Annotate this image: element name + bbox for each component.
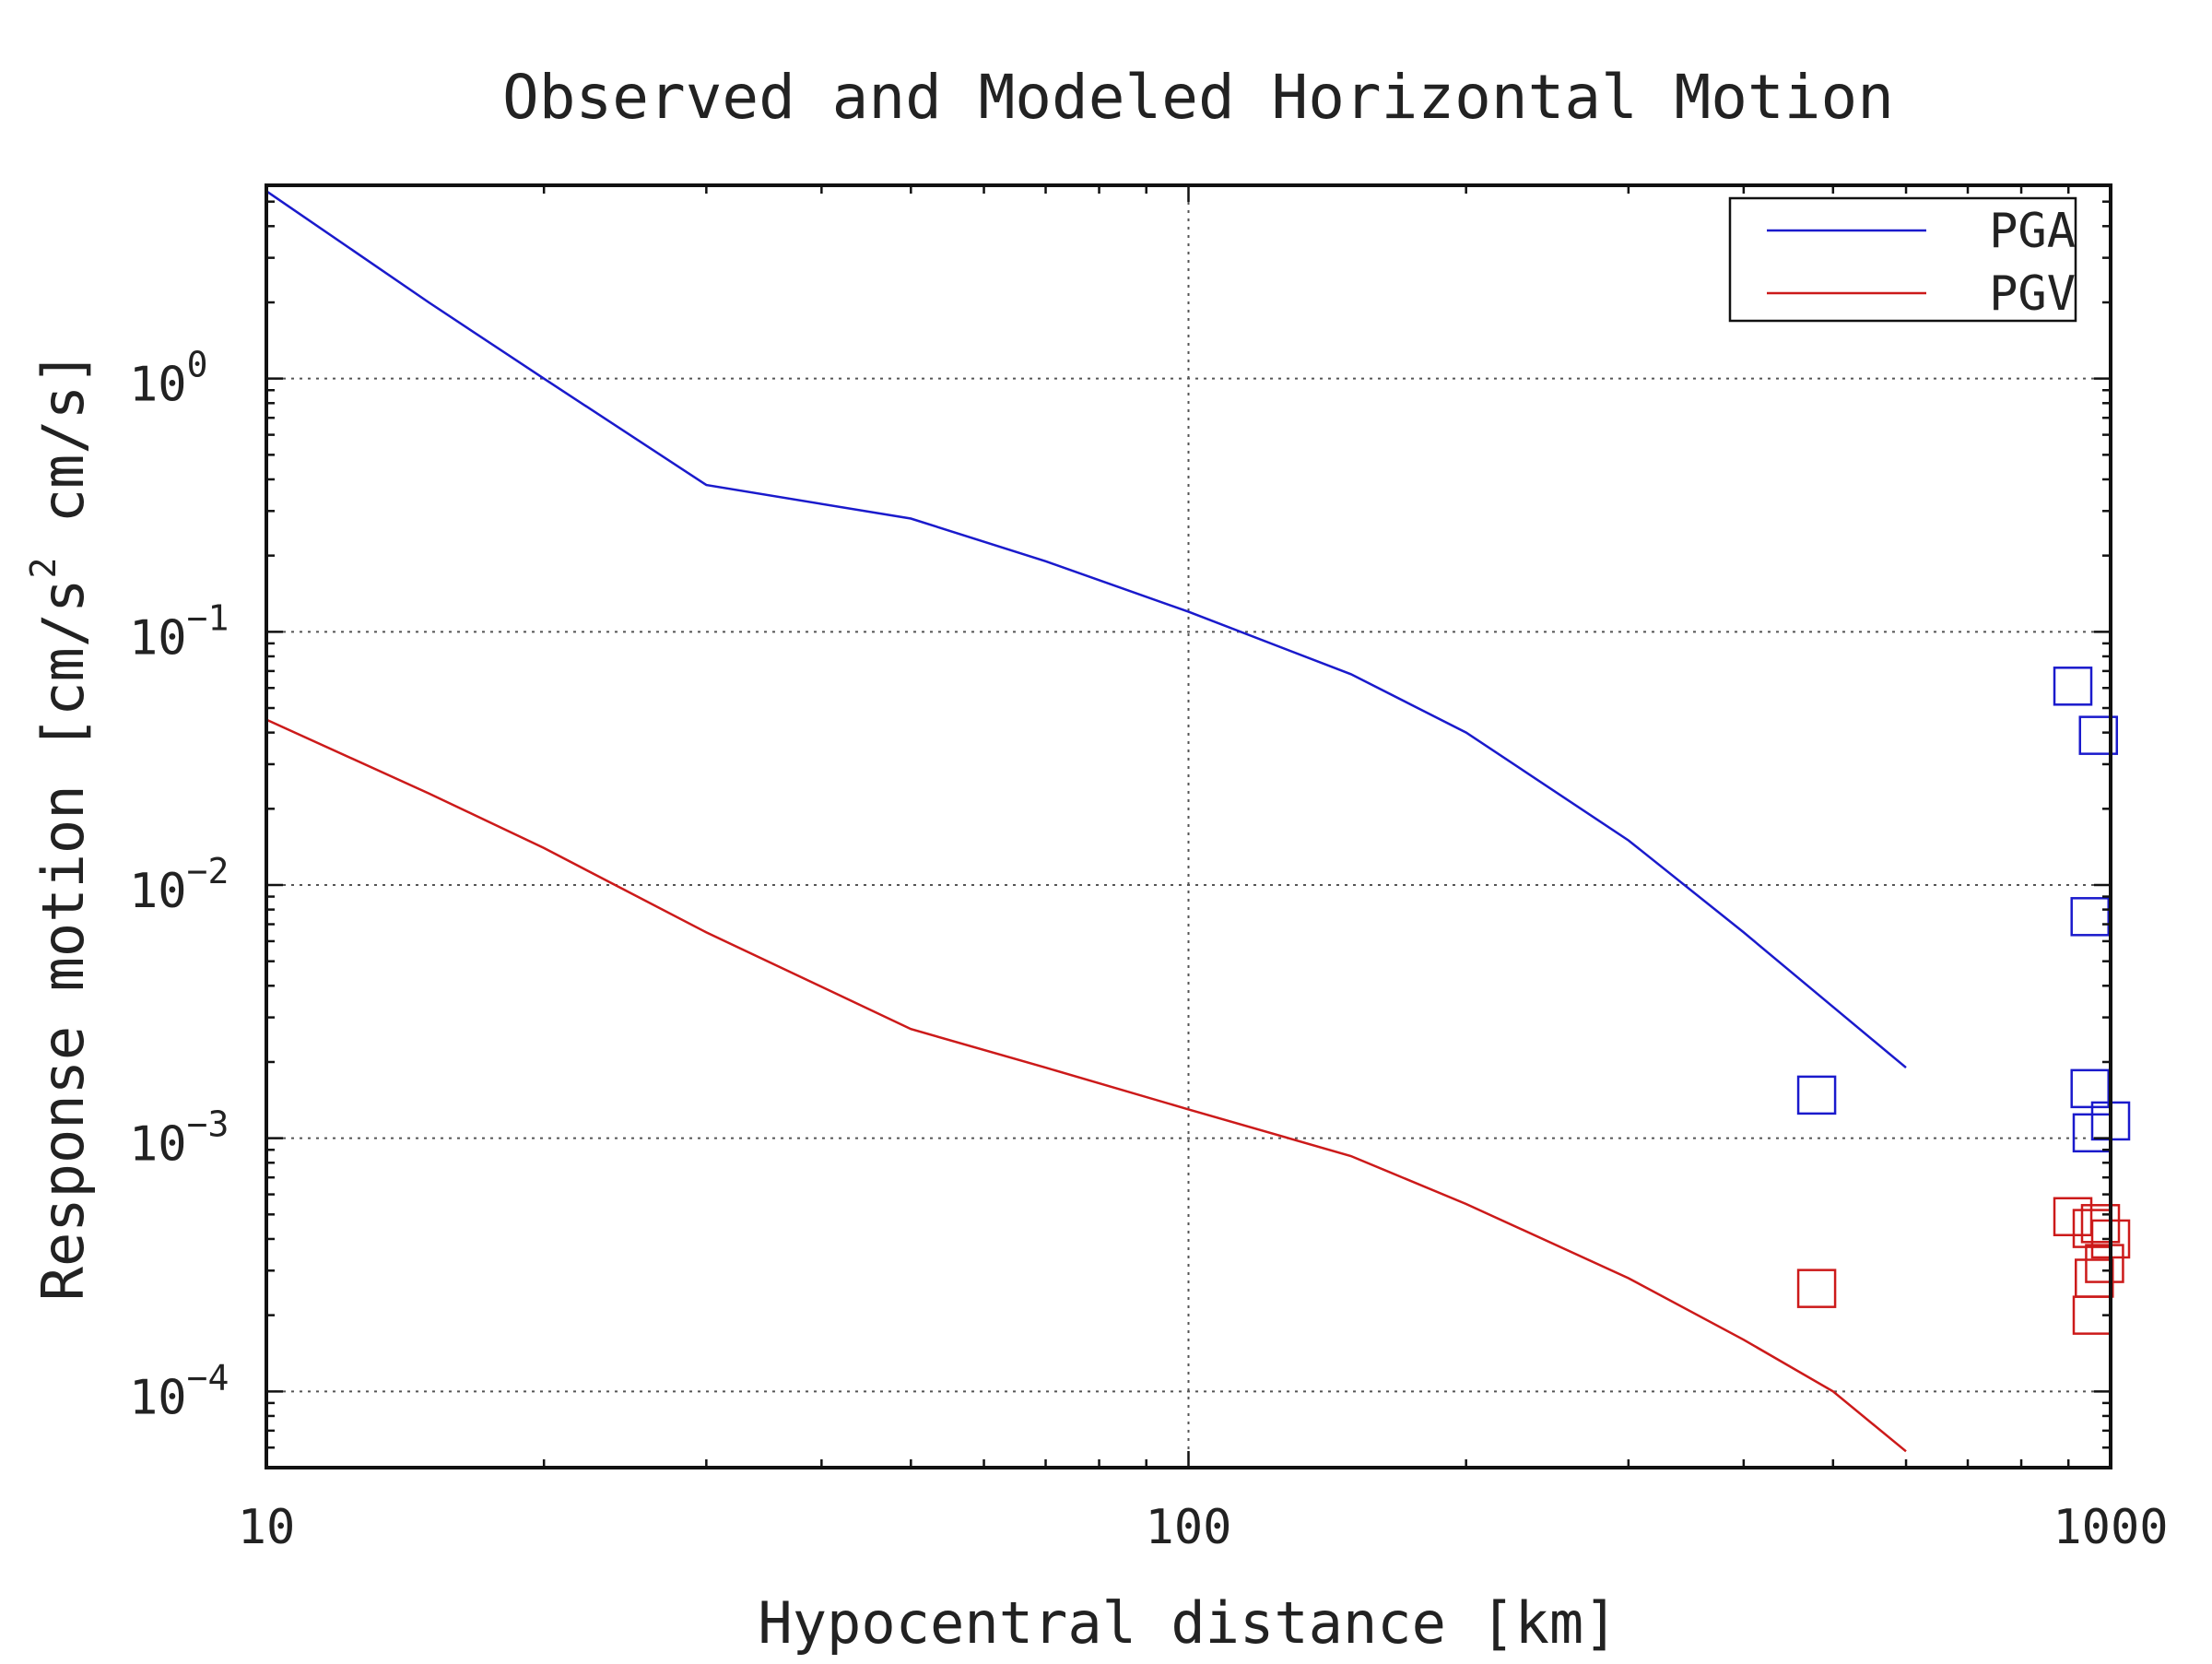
pgv-observed-point	[2080, 1204, 2121, 1244]
pgv-observed-point	[1796, 1269, 1837, 1308]
plot-frame	[265, 183, 2112, 1469]
y-tick-label: 10−4	[129, 1357, 229, 1425]
pga-observed-point	[2070, 1068, 2110, 1109]
observed-points	[1796, 667, 2131, 1335]
pga-model-line	[265, 190, 1907, 1069]
pgv-observed-point	[2085, 1244, 2124, 1283]
pgv-observed-point	[2075, 1258, 2114, 1298]
x-tick-label: 10	[238, 1500, 296, 1555]
y-tick-label-base: 10	[129, 864, 187, 919]
y-tick-label-exponent: −4	[187, 1357, 229, 1398]
y-tick-label-base: 10	[129, 358, 187, 413]
legend-label-pgv: PGV	[1989, 266, 2076, 322]
y-axis-label-superscript: 2	[23, 558, 64, 579]
pga-observed-point	[1796, 1075, 1837, 1115]
pga-observed-point	[2053, 667, 2093, 706]
y-tick-label-base: 10	[129, 610, 187, 666]
y-tick-label-exponent: 0	[187, 345, 208, 385]
y-tick-label: 10−1	[129, 597, 229, 666]
pga-observed-point	[2078, 715, 2119, 755]
model-lines	[265, 190, 1907, 1453]
pgv-model-line	[265, 718, 1907, 1453]
x-tick-label: 1000	[2053, 1500, 2168, 1555]
y-tick-label-base: 10	[129, 1370, 187, 1425]
y-tick-label: 10−3	[129, 1104, 229, 1173]
y-tick-label-exponent: −3	[187, 1104, 229, 1145]
pga-observed-point	[2070, 897, 2110, 937]
chart-title: Observed and Modeled Horizontal Motion	[502, 62, 1894, 133]
x-tick-labels: 10 100 1000	[238, 1500, 2169, 1555]
y-axis-label: Response motion [cm/s2 cm/s]	[23, 351, 97, 1302]
y-axis-label-part1: Response motion [cm/s	[29, 578, 97, 1301]
legend-box	[1728, 196, 2077, 323]
grid	[266, 185, 2111, 1468]
legend: PGA PGV	[1728, 196, 2077, 323]
x-tick-label: 100	[1146, 1500, 1232, 1555]
y-tick-label: 10−2	[129, 851, 229, 919]
y-tick-label: 100	[129, 345, 208, 413]
x-axis-label: Hypocentral distance [km]	[758, 1589, 1618, 1657]
y-axis-label-part2: cm/s]	[29, 351, 97, 558]
y-tick-label-base: 10	[129, 1117, 187, 1173]
y-tick-label-exponent: −2	[187, 851, 229, 891]
y-tick-label-exponent: −1	[187, 597, 229, 638]
legend-label-pga: PGA	[1989, 204, 2076, 259]
